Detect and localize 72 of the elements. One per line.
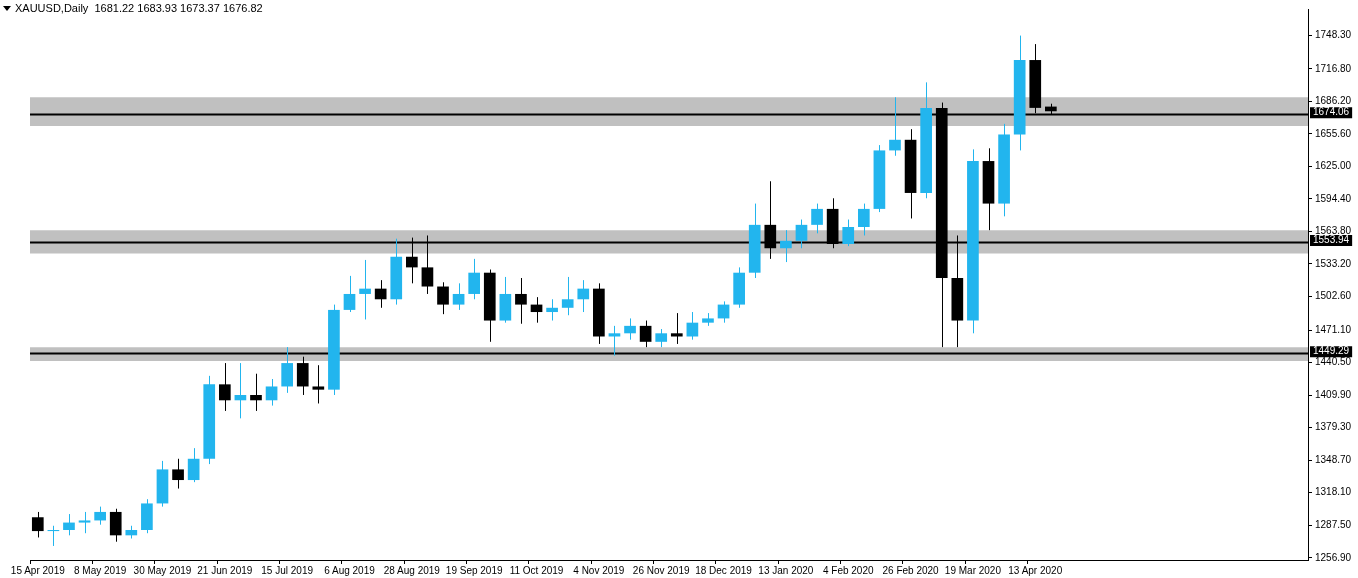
y-tick-label: 1348.70 (1315, 453, 1352, 465)
candlestick (577, 279, 590, 313)
candlestick (842, 219, 855, 247)
y-tick-label: 1625.00 (1315, 160, 1352, 172)
x-tick-label: 4 Nov 2019 (573, 564, 625, 576)
candlestick (639, 320, 652, 348)
candlestick (437, 281, 449, 315)
candlestick (31, 511, 44, 538)
candlestick (515, 277, 527, 325)
y-tick-label: 1409.90 (1315, 388, 1352, 400)
y-tick-label: 1379.30 (1315, 421, 1352, 433)
y-tick-label: 1471.10 (1315, 323, 1352, 335)
x-tick-label: 26 Nov 2019 (632, 564, 690, 576)
y-tick-label: 1533.20 (1315, 257, 1352, 269)
x-tick-label: 15 Jul 2019 (261, 564, 314, 576)
x-tick-label: 11 Oct 2019 (509, 564, 564, 576)
ref-line-label: 1449.29 (1313, 345, 1350, 357)
x-tick-label: 28 Aug 2019 (383, 564, 441, 576)
x-tick-label: 4 Feb 2020 (822, 564, 874, 576)
candlestick (94, 506, 106, 526)
ref-line-label: 1674.06 (1313, 106, 1350, 118)
candlestick (795, 219, 808, 249)
x-tick-label: 30 May 2019 (133, 564, 192, 576)
candlestick (670, 312, 683, 345)
candlestick (452, 282, 465, 311)
x-tick-label: 6 Aug 2019 (324, 564, 376, 576)
candlestick (47, 525, 60, 547)
candlestick (359, 259, 371, 320)
candlestick (561, 276, 574, 316)
x-tick-label: 15 Apr 2019 (10, 564, 66, 576)
x-tick-label: 8 May 2019 (74, 564, 127, 576)
y-tick-label: 1502.60 (1315, 290, 1352, 302)
candlestick (468, 258, 481, 300)
candlestick (109, 508, 122, 543)
candlestick (281, 346, 293, 394)
y-tick-label: 1563.80 (1315, 225, 1352, 237)
candlestick (780, 229, 792, 263)
y-tick-label: 1594.40 (1315, 192, 1352, 204)
x-tick-label: 13 Jan 2020 (758, 564, 814, 576)
candlestick (889, 96, 901, 157)
y-tick-label: 1440.50 (1315, 356, 1352, 368)
candlestick (265, 378, 278, 407)
candlestick (655, 328, 668, 348)
candlestick (63, 513, 75, 536)
candlestick (218, 362, 231, 412)
x-tick-label: 13 Apr 2020 (1008, 564, 1063, 576)
y-tick-label: 1748.30 (1315, 29, 1352, 41)
candlestick (343, 275, 356, 313)
candlestick (250, 373, 262, 412)
candlestick (296, 356, 309, 396)
candlestick (187, 447, 200, 483)
candlestick (857, 203, 870, 236)
y-tick-label: 1716.80 (1315, 62, 1352, 74)
candlestick (312, 364, 325, 404)
candlestick (624, 317, 636, 341)
candlestick (374, 279, 387, 309)
x-tick-label: 19 Mar 2020 (944, 564, 1002, 576)
y-tick-label: 1686.20 (1315, 95, 1352, 107)
y-tick-label: 1287.50 (1315, 518, 1352, 530)
x-tick-label: 21 Jun 2019 (197, 564, 253, 576)
candlestick (78, 511, 91, 534)
y-tick-label: 1655.60 (1315, 127, 1352, 139)
x-tick-label: 26 Feb 2020 (882, 564, 940, 576)
x-tick-label: 18 Dec 2019 (695, 564, 753, 576)
x-tick-label: 19 Sep 2019 (445, 564, 503, 576)
y-tick-label: 1318.10 (1315, 486, 1352, 498)
y-tick-label: 1256.90 (1315, 551, 1352, 563)
candlestick (546, 298, 558, 322)
ref-line-label: 1553.94 (1313, 234, 1350, 246)
candlestick (172, 458, 184, 490)
candlestick (811, 203, 823, 234)
chart-title: XAUUSD,Daily 1681.22 1683.93 1673.37 1676.82 (15, 2, 263, 14)
